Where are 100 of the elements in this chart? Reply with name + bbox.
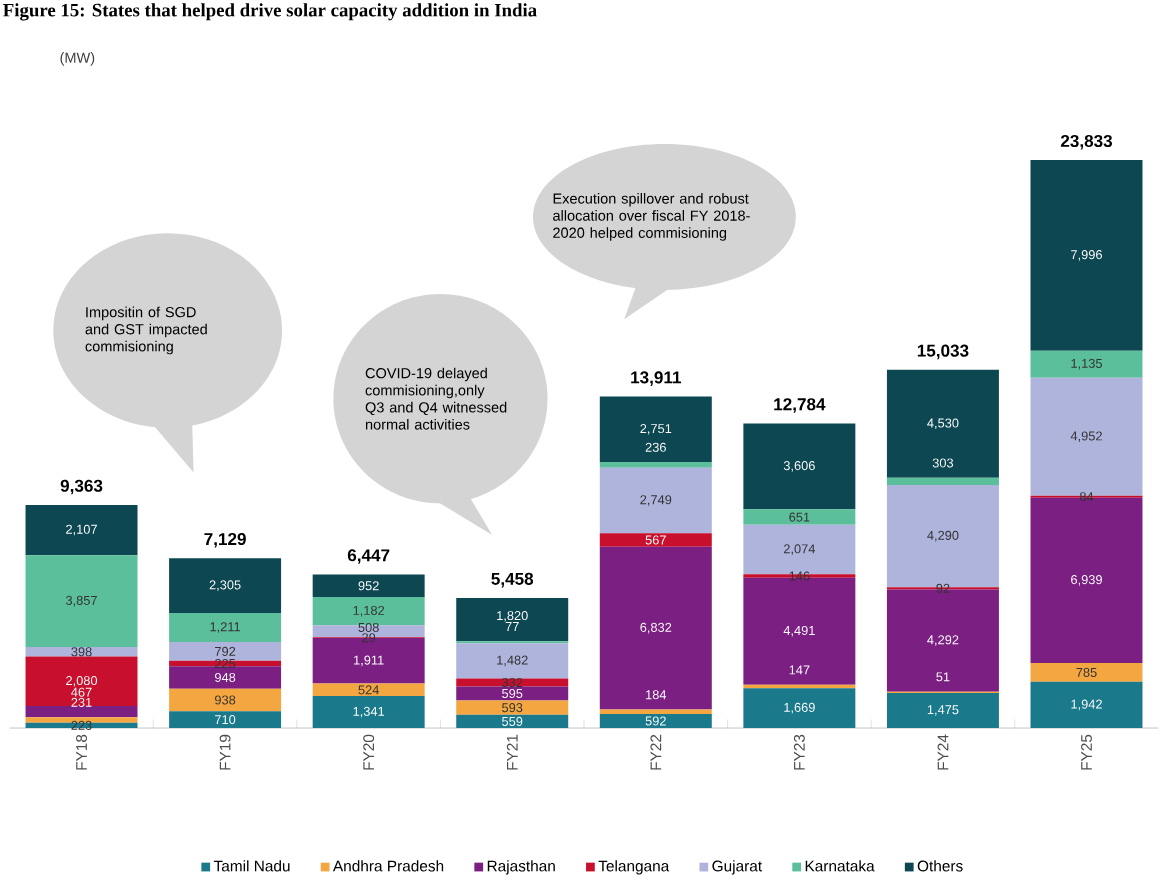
bar bbox=[169, 666, 282, 689]
data-label: 147 bbox=[789, 665, 810, 675]
text: (MW) bbox=[60, 52, 95, 66]
total-label: 5,458 bbox=[491, 572, 534, 588]
data-label: 6,832 bbox=[640, 622, 672, 634]
bar bbox=[312, 574, 425, 598]
bar bbox=[743, 688, 856, 729]
legend-label: Telangana bbox=[598, 860, 670, 875]
data-label: 303 bbox=[932, 458, 954, 468]
x-tick-label: FY20 bbox=[363, 734, 375, 770]
data-label: 3,857 bbox=[65, 595, 97, 607]
bar bbox=[1030, 681, 1143, 729]
data-label: 710 bbox=[215, 715, 236, 725]
data-label: 332 bbox=[502, 678, 523, 688]
bar bbox=[456, 700, 569, 715]
bar bbox=[312, 683, 425, 697]
annotation: Execution spillover and robust allocation over fiscal FY 2018-2020 helped commisioning bbox=[553, 193, 750, 241]
bar bbox=[312, 696, 425, 729]
data-label: 4,952 bbox=[1070, 431, 1102, 443]
data-label: 508 bbox=[358, 623, 379, 633]
legend-label: Rajasthan bbox=[487, 860, 555, 875]
bar bbox=[25, 706, 138, 718]
data-label: 651 bbox=[789, 512, 810, 522]
bar bbox=[886, 369, 999, 478]
total-label: 9,363 bbox=[60, 479, 103, 495]
data-label: 593 bbox=[502, 703, 523, 713]
x-tick-label: FY25 bbox=[1081, 734, 1092, 770]
data-label: 595 bbox=[502, 689, 523, 699]
bar bbox=[169, 558, 282, 614]
legend-label: Tamil Nadu bbox=[213, 860, 290, 872]
data-label: 592 bbox=[645, 716, 666, 726]
bar bbox=[456, 598, 569, 642]
data-label: 1,341 bbox=[353, 706, 385, 718]
data-label: 1,820 bbox=[497, 611, 528, 622]
x-tick-label: FY24 bbox=[937, 734, 949, 770]
bar bbox=[599, 533, 712, 547]
bar bbox=[169, 711, 282, 729]
bar bbox=[169, 688, 282, 712]
bar bbox=[743, 423, 856, 510]
bar bbox=[886, 477, 999, 486]
chart-title: Figure 15: States that helped drive solar capacity addition in India bbox=[3, 3, 537, 21]
bar bbox=[599, 714, 712, 729]
data-label: 184 bbox=[646, 690, 667, 700]
bar bbox=[599, 467, 712, 534]
data-label: 398 bbox=[71, 647, 92, 657]
data-label: 1,211 bbox=[210, 622, 241, 633]
data-label: 4,530 bbox=[927, 418, 959, 430]
bar bbox=[456, 714, 569, 729]
data-label: 1,942 bbox=[1071, 699, 1102, 711]
bar bbox=[599, 709, 712, 715]
data-label: 2,107 bbox=[66, 524, 97, 536]
data-label: 223 bbox=[71, 720, 92, 731]
legend-label: Others bbox=[917, 860, 963, 872]
data-label: 236 bbox=[645, 442, 666, 452]
data-label: 4,491 bbox=[783, 626, 815, 637]
data-label: 146 bbox=[789, 571, 810, 581]
data-label: 2,305 bbox=[209, 580, 241, 592]
data-label: 2,749 bbox=[640, 495, 672, 506]
bar bbox=[456, 643, 569, 679]
total-label: 23,833 bbox=[1060, 135, 1113, 150]
annotation: COVID-19 delayed commisioning,only Q3 and Q4 witnessed normal activities bbox=[365, 367, 507, 430]
data-label: 1,482 bbox=[497, 655, 528, 667]
bar bbox=[599, 546, 712, 710]
bar bbox=[1030, 663, 1143, 682]
data-label: 6,939 bbox=[1071, 575, 1102, 586]
data-label: 4,292 bbox=[927, 635, 959, 646]
bar bbox=[743, 509, 856, 525]
data-label: 77 bbox=[505, 622, 519, 632]
data-label: 1,669 bbox=[784, 702, 815, 714]
total-label: 6,447 bbox=[347, 549, 390, 564]
data-label: 567 bbox=[645, 535, 666, 545]
data-label: 4,290 bbox=[927, 530, 959, 542]
bar bbox=[25, 647, 138, 657]
x-tick-label: FY19 bbox=[219, 734, 231, 770]
data-label: 785 bbox=[1076, 667, 1097, 678]
bar bbox=[25, 656, 138, 707]
bar bbox=[599, 462, 712, 468]
bar bbox=[169, 642, 282, 661]
data-label: 2,074 bbox=[783, 544, 816, 555]
data-label: 948 bbox=[214, 673, 236, 683]
x-tick-label: FY21 bbox=[506, 734, 518, 770]
total-label: 12,784 bbox=[774, 398, 826, 413]
bar bbox=[25, 505, 138, 556]
x-tick-label: FY18 bbox=[76, 734, 87, 770]
data-label: 792 bbox=[215, 646, 236, 657]
bar bbox=[25, 555, 138, 648]
data-label: 524 bbox=[358, 685, 379, 695]
data-label: 1,182 bbox=[353, 605, 385, 617]
bar bbox=[456, 686, 569, 701]
data-label: 231 bbox=[71, 697, 92, 708]
bar bbox=[25, 722, 138, 729]
total-label: 7,129 bbox=[204, 533, 246, 548]
data-label: 938 bbox=[214, 695, 236, 705]
x-tick-label: FY22 bbox=[650, 734, 662, 770]
x-tick-label: FY23 bbox=[793, 734, 805, 770]
data-label: 7,996 bbox=[1071, 250, 1102, 261]
data-label: 2,080 bbox=[66, 676, 98, 687]
total-label: 13,911 bbox=[631, 371, 681, 387]
annotation: Impositin of SGD and GST impacted commisioning bbox=[85, 306, 207, 355]
bar bbox=[169, 613, 282, 643]
